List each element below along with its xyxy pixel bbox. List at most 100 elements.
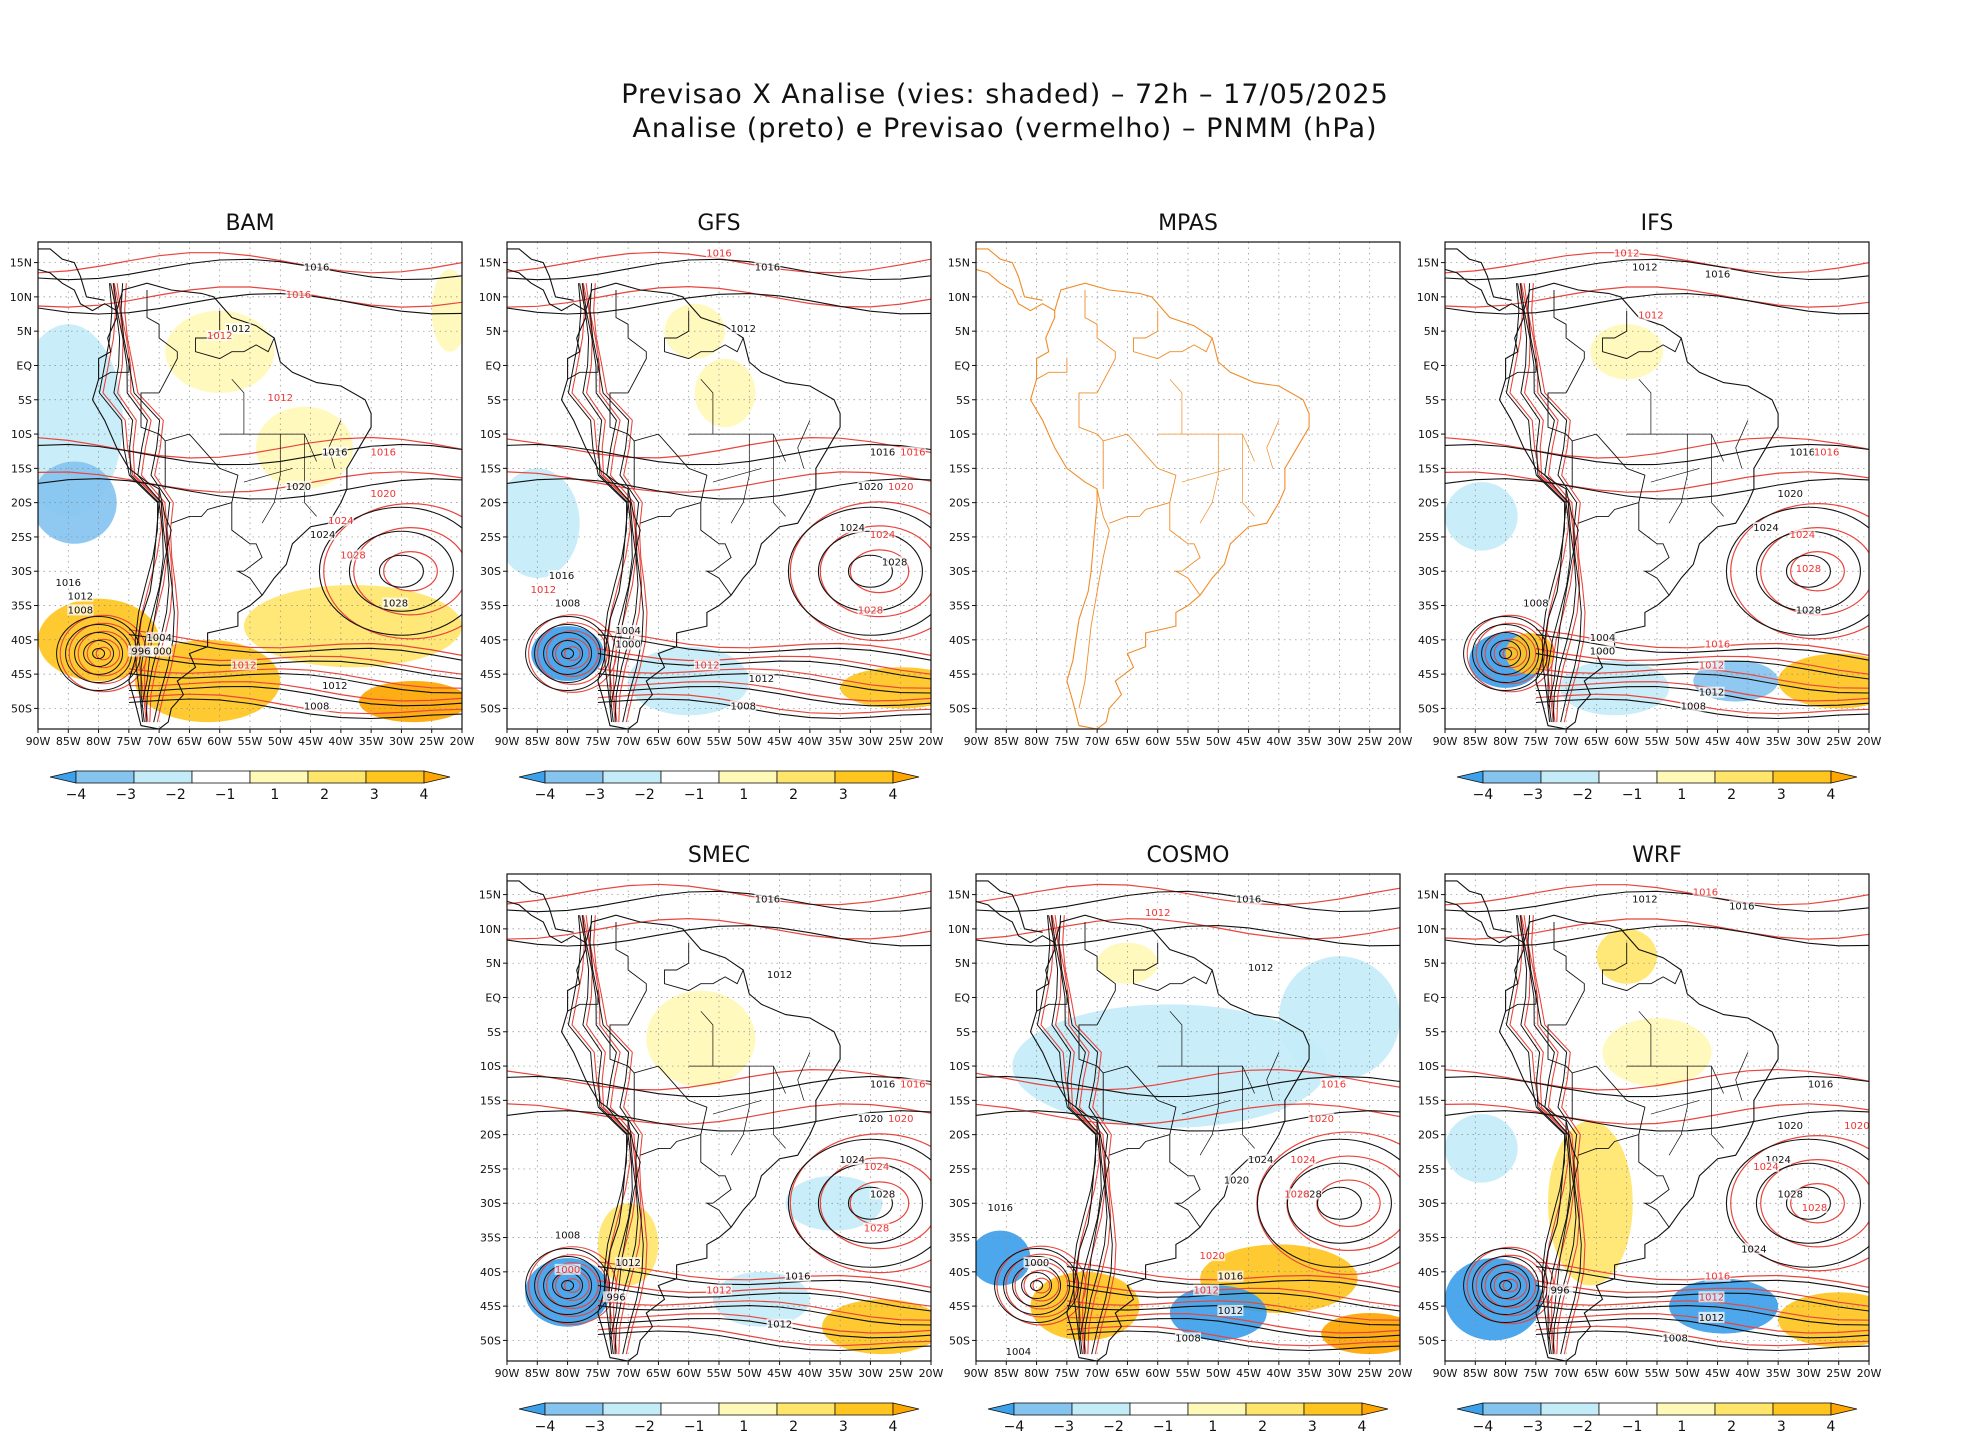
colorbar-segment — [250, 771, 308, 783]
analysis-contour-label: 1016 — [322, 448, 347, 459]
colorbar-segment — [1541, 771, 1599, 783]
panel-cosmo: COSMO10161012101610201024102810161012100… — [948, 843, 1440, 1435]
colorbar-segment — [76, 771, 134, 783]
forecast-contour-label: 1016 — [1693, 888, 1718, 899]
analysis-contour-label: 1016 — [1218, 1272, 1243, 1283]
analysis-contour-label: 1012 — [767, 970, 792, 981]
lat-tick-label: 15S — [480, 462, 501, 475]
forecast-contour-label: 1020 — [888, 1114, 913, 1125]
lat-tick-label: 10S — [480, 428, 501, 441]
lon-tick-label: 35W — [1297, 735, 1322, 748]
lon-tick-label: 75W — [1054, 735, 1079, 748]
forecast-contour-label: 1024 — [328, 516, 353, 527]
lat-tick-label: 10S — [1418, 1060, 1439, 1073]
analysis-contour-label: 1016 — [1729, 901, 1754, 912]
analysis-contour-label: 1012 — [1699, 1313, 1724, 1324]
colorbar-segment — [777, 771, 835, 783]
lat-tick-label: 10N — [10, 291, 32, 304]
colorbar-segment — [1304, 1403, 1362, 1415]
lat-tick-label: 25S — [949, 531, 970, 544]
forecast-contour-label: 1000 — [555, 1265, 580, 1276]
forecast-contour-label: 1028 — [864, 1224, 889, 1235]
forecast-contour-label: 1012 — [694, 660, 719, 671]
lat-tick-label: 50S — [480, 702, 501, 715]
lon-tick-label: 40W — [1735, 735, 1760, 748]
bias-region — [1445, 1114, 1518, 1183]
lon-tick-label: 35W — [828, 1367, 853, 1380]
analysis-contour-label: 1016 — [1790, 448, 1815, 459]
colorbar-label: 2 — [1727, 787, 1736, 803]
panel-title: GFS — [697, 211, 740, 236]
lat-tick-label: 10S — [11, 428, 32, 441]
colorbar-label: −3 — [115, 787, 136, 803]
forecast-contour-label: 1024 — [1790, 530, 1815, 541]
analysis-contour-label: 1016 — [988, 1203, 1013, 1214]
analysis-contour-label: 1020 — [858, 1114, 883, 1125]
lat-tick-label: 20S — [1418, 1129, 1439, 1142]
lat-tick-label: 30S — [480, 1197, 501, 1210]
panel-title: SMEC — [688, 843, 750, 868]
lon-tick-label: 30W — [1327, 1367, 1352, 1380]
lat-tick-label: 25S — [1418, 531, 1439, 544]
colorbar-segment — [1014, 1403, 1072, 1415]
colorbar-segment — [308, 771, 366, 783]
lat-tick-label: 40S — [480, 634, 501, 647]
lon-tick-label: 45W — [767, 735, 792, 748]
colorbar-label: 1 — [1208, 1419, 1217, 1435]
colorbar-segment — [134, 771, 192, 783]
lat-tick-label: EQ — [1423, 359, 1439, 372]
lat-tick-label: 15N — [479, 889, 501, 902]
lat-tick-label: 10N — [479, 923, 501, 936]
lon-tick-label: 20W — [919, 735, 944, 748]
lon-tick-label: 75W — [1523, 1367, 1548, 1380]
lon-tick-label: 55W — [707, 735, 732, 748]
lon-tick-label: 55W — [1176, 1367, 1201, 1380]
analysis-contour-label: 1028 — [383, 599, 408, 610]
lat-tick-label: 30S — [11, 565, 32, 578]
forecast-contour-label: 1012 — [1638, 310, 1663, 321]
lon-tick-label: 55W — [1176, 735, 1201, 748]
lat-tick-label: 10S — [949, 428, 970, 441]
colorbar-label: −4 — [1004, 1419, 1025, 1435]
lon-tick-label: 45W — [1705, 1367, 1730, 1380]
analysis-contour-label: 1024 — [310, 530, 335, 541]
colorbar-label: 1 — [739, 787, 748, 803]
colorbar-label: −1 — [1622, 787, 1643, 803]
colorbar-segment — [835, 771, 893, 783]
colorbar-label: −1 — [1622, 1419, 1643, 1435]
lat-tick-label: 45S — [480, 1300, 501, 1313]
colorbar-segment — [1130, 1403, 1188, 1415]
forecast-contour-label: 1012 — [1193, 1285, 1218, 1296]
lon-tick-label: 70W — [1085, 1367, 1110, 1380]
colorbar-segment — [835, 1403, 893, 1415]
lat-tick-label: EQ — [954, 991, 970, 1004]
colorbar-segment — [1715, 771, 1773, 783]
lat-tick-label: 25S — [1418, 1163, 1439, 1176]
lat-tick-label: 5S — [487, 394, 501, 407]
lon-tick-label: 45W — [767, 1367, 792, 1380]
colorbar-label: 3 — [839, 787, 848, 803]
analysis-contour-label: 1012 — [731, 324, 756, 335]
analysis-contour-label: 1000 — [615, 640, 640, 651]
lon-tick-label: 25W — [1357, 1367, 1382, 1380]
figure-title-line1: Previsao X Analise (vies: shaded) – 72h … — [621, 79, 1389, 110]
lon-tick-label: 85W — [525, 1367, 550, 1380]
analysis-contour-label: 1000 — [1590, 647, 1615, 658]
lon-tick-label: 80W — [1024, 735, 1049, 748]
lat-tick-label: 35S — [1418, 1232, 1439, 1245]
lat-tick-label: 45S — [480, 668, 501, 681]
map-area: 1016101210161020102410281008100410001012… — [1445, 242, 1904, 729]
lon-tick-label: 50W — [268, 735, 293, 748]
lat-tick-label: 15N — [10, 257, 32, 270]
lat-tick-label: 50S — [1418, 1334, 1439, 1347]
lat-tick-label: 15N — [1417, 889, 1439, 902]
analysis-contour-label: 996 — [606, 1292, 625, 1303]
map-area: 1016101210161020102410281016101210081004… — [14, 242, 498, 729]
lon-tick-label: 70W — [616, 735, 641, 748]
lat-tick-label: 35S — [480, 600, 501, 613]
lon-tick-label: 75W — [1523, 735, 1548, 748]
lat-tick-label: 5N — [486, 957, 501, 970]
analysis-contour-label: 1012 — [1632, 894, 1657, 905]
lon-tick-label: 60W — [1145, 1367, 1170, 1380]
analysis-contour-label: 1008 — [1175, 1333, 1200, 1344]
